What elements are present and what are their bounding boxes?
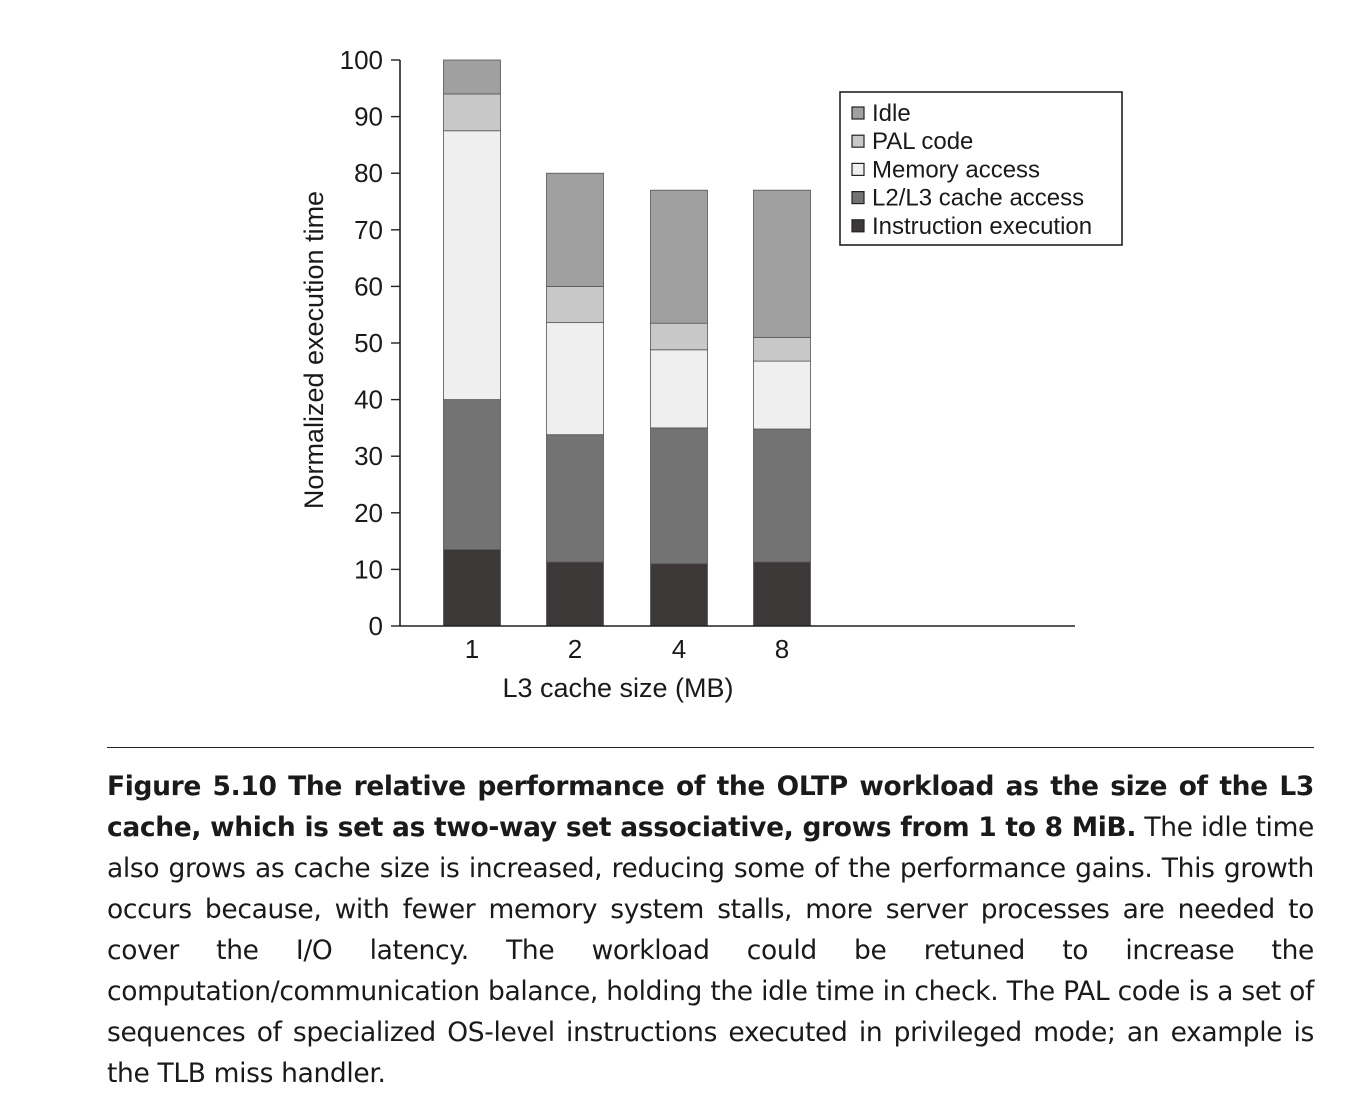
bar-8-instruction-execution	[753, 561, 811, 627]
bar-4-instruction-execution	[650, 563, 708, 627]
bar-1-instruction-execution	[443, 549, 501, 627]
bar-4-idle	[650, 189, 708, 324]
bar-1-idle	[443, 59, 501, 95]
y-axis-title: Normalized execution time	[299, 191, 329, 509]
legend-swatch-pal-code	[851, 134, 865, 148]
caption-lead: Figure 5.10 The relative performance of …	[107, 771, 1314, 843]
legend-swatch-l2-l3-cache-access	[851, 191, 865, 205]
bar-4-pal-code	[650, 322, 708, 351]
bar-2-memory-access	[546, 322, 604, 436]
bar-1-l2-l3-cache-access	[443, 399, 501, 550]
bar-4-memory-access	[650, 349, 708, 429]
y-tick-label-20: 20	[354, 498, 383, 528]
bar-2-instruction-execution	[546, 561, 604, 627]
legend-label-l2-l3-cache-access: L2/L3 cache access	[872, 185, 1084, 212]
legend-swatch-idle	[851, 106, 865, 120]
caption-body: The idle time also grows as cache size i…	[107, 812, 1314, 1089]
y-tick-label-90: 90	[354, 102, 383, 132]
bar-1-pal-code	[443, 93, 501, 132]
bar-2-pal-code	[546, 285, 604, 324]
y-tick-label-80: 80	[354, 158, 383, 188]
bar-1-memory-access	[443, 130, 501, 401]
y-tick-label-50: 50	[354, 328, 383, 358]
y-tick-label-100: 100	[340, 45, 383, 75]
legend-label-memory-access: Memory access	[872, 156, 1040, 183]
bar-8-memory-access	[753, 360, 811, 430]
x-tick-label-1: 1	[465, 634, 479, 664]
y-tick-label-0: 0	[369, 611, 383, 641]
chart: 0 10 20 30 40 50 60 70 80 90 100 1 2 4 8 Normalized ex…	[299, 45, 1123, 703]
bar-4-l2-l3-cache-access	[650, 427, 708, 565]
x-tick-label-8: 8	[775, 634, 789, 664]
legend-swatch-instruction-execution	[851, 219, 865, 233]
y-tick-label-70: 70	[354, 215, 383, 245]
y-tick-label-60: 60	[354, 271, 383, 301]
axes-layer: 0 10 20 30 40 50 60 70 80 90 100 1 2 4 8	[340, 45, 1075, 664]
x-tick-label-2: 2	[568, 634, 582, 664]
legend-label-instruction-execution: Instruction execution	[872, 213, 1092, 240]
y-tick-label-10: 10	[354, 554, 383, 584]
figure-caption: Figure 5.10 The relative performance of …	[107, 766, 1314, 1094]
caption-divider	[107, 747, 1314, 748]
legend-box	[839, 91, 1123, 246]
bar-8-pal-code	[753, 336, 811, 362]
x-axis-title: L3 cache size (MB)	[502, 673, 733, 703]
legend-swatch-memory-access	[851, 162, 865, 176]
y-tick-label-40: 40	[354, 385, 383, 415]
x-tick-label-4: 4	[672, 634, 686, 664]
legend-label-pal-code: PAL code	[872, 128, 973, 155]
legend-label-idle: Idle	[872, 100, 911, 127]
bars-layer	[443, 59, 811, 627]
y-tick-label-30: 30	[354, 441, 383, 471]
bar-8-idle	[753, 189, 811, 338]
bar-2-l2-l3-cache-access	[546, 434, 604, 563]
bar-2-idle	[546, 172, 604, 287]
bar-8-l2-l3-cache-access	[753, 428, 811, 563]
